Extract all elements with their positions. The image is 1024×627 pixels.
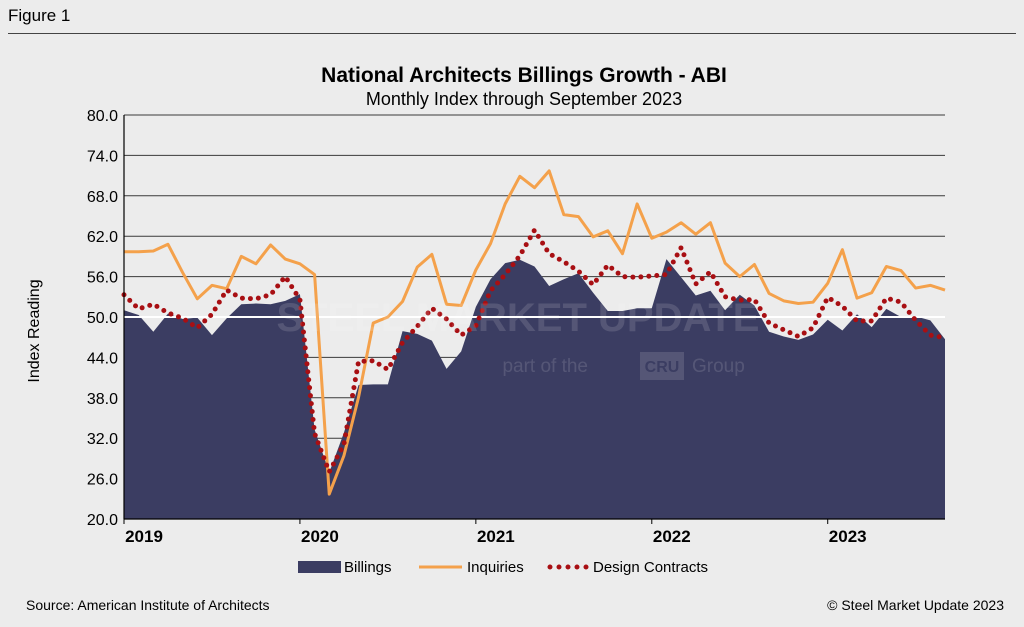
x-tick-label: 2023: [829, 527, 867, 546]
y-tick-label: 26.0: [87, 472, 118, 489]
y-tick-label: 50.0: [87, 310, 118, 327]
series-billings-area: [124, 259, 945, 519]
x-tick-label: 2022: [653, 527, 691, 546]
y-tick-label: 44.0: [87, 350, 118, 367]
y-axis-label: Index Reading: [26, 279, 43, 382]
watermark-logo-box: [640, 352, 684, 380]
plot-area: 20.0 26.0 32.0 38.0 44.0 50.0 56.0 62.0 68.0 74.0…: [87, 108, 948, 546]
y-tick-label: 20.0: [87, 512, 118, 529]
legend-label-inquiries: Inquiries: [467, 559, 524, 576]
watermark-sub-suffix: Group: [692, 356, 745, 377]
x-tick-label: 2021: [477, 527, 515, 546]
legend-swatch-billings: [298, 561, 341, 573]
source-note: Source: American Institute of Architects: [26, 597, 270, 613]
y-tick-label: 32.0: [87, 431, 118, 448]
legend: Billings Inquiries Design Contracts: [298, 559, 708, 576]
y-tick-label: 80.0: [87, 108, 118, 125]
top-rule: [8, 33, 1016, 34]
legend-label-design-contracts: Design Contracts: [593, 559, 708, 576]
watermark-brand: STEEL MARKET UPDATE: [277, 296, 760, 340]
watermark-sub-logo: CRU: [645, 359, 680, 376]
figure-label: Figure 1: [8, 6, 71, 25]
abi-chart: National Architects Billings Growth - AB…: [26, 64, 948, 576]
series-design-contracts-line: [121, 225, 948, 478]
x-tick-label: 2019: [125, 527, 163, 546]
y-tick-label: 74.0: [87, 148, 118, 165]
copyright-note: © Steel Market Update 2023: [827, 597, 1004, 613]
y-tick-label: 62.0: [87, 229, 118, 246]
legend-label-billings: Billings: [344, 559, 392, 576]
y-tick-label: 38.0: [87, 391, 118, 408]
y-tick-label: 68.0: [87, 189, 118, 206]
chart-panel: National Architects Billings Growth - AB…: [8, 36, 1016, 621]
watermark: STEEL MARKET UPDATE part of the CRU Grou…: [277, 296, 760, 380]
chart-subtitle: Monthly Index through September 2023: [366, 89, 682, 109]
chart-title: National Architects Billings Growth - AB…: [321, 64, 727, 87]
x-tick-label: 2020: [301, 527, 339, 546]
series-inquiries-line: [124, 169, 946, 496]
watermark-sub-prefix: part of the: [502, 356, 588, 377]
y-tick-label: 56.0: [87, 270, 118, 287]
